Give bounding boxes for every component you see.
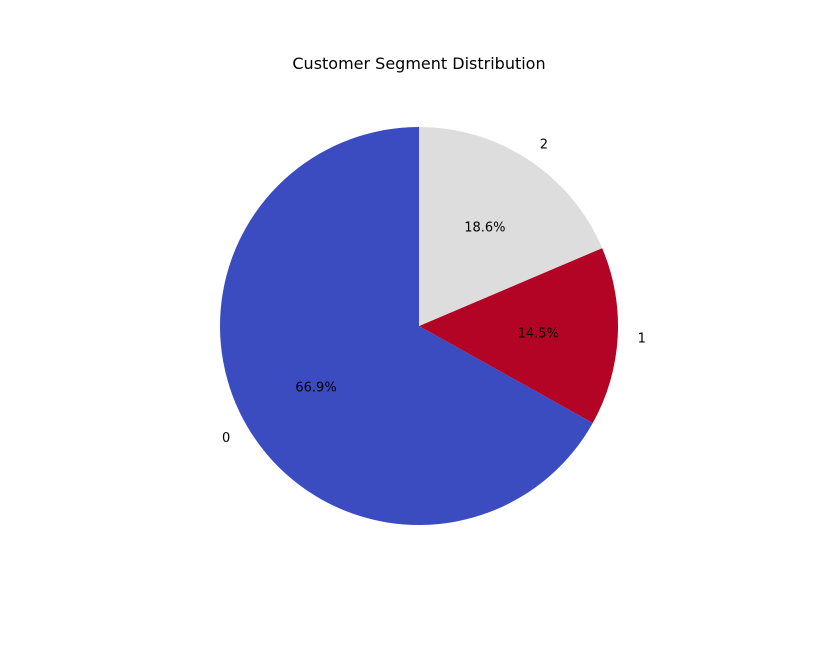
pie-pct-label-2: 18.6% — [464, 220, 505, 235]
pie-pct-label-0: 66.9% — [295, 380, 336, 395]
pie-slice-2 — [419, 127, 603, 326]
pie-labels: 66.9% 0 14.5% 1 18.6% 2 — [222, 137, 646, 445]
pie-slice-1 — [419, 248, 618, 423]
pie-slice-label-0: 0 — [222, 431, 230, 446]
chart-title: Customer Segment Distribution — [292, 54, 545, 73]
pie-slice-0 — [220, 127, 593, 526]
pie-pct-label-1: 14.5% — [518, 326, 559, 341]
pie-slices — [220, 127, 618, 526]
pie-slice-label-1: 1 — [638, 332, 646, 347]
pie-slice-label-2: 2 — [540, 137, 548, 152]
